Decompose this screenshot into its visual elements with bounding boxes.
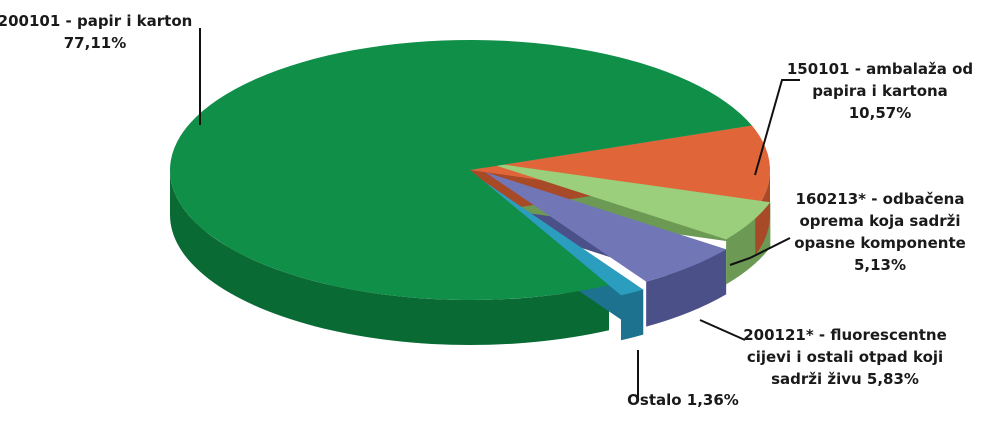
slice-label-4: Ostalo 1,36%	[627, 391, 739, 409]
pie-slice-2	[485, 162, 771, 240]
slice-label-line: 10,57%	[849, 104, 911, 122]
pie-side-0	[170, 170, 609, 346]
leader-line-3	[699, 319, 746, 341]
pie-side-1	[755, 170, 771, 256]
slice-label-line: 160213* - odbačena	[796, 190, 965, 208]
pie-slice-1	[470, 125, 771, 211]
slice-label-line: oprema koja sadrži	[799, 212, 960, 230]
pie-slice-3	[485, 172, 727, 282]
slice-label-line: 77,11%	[64, 34, 126, 52]
slice-label-line: papira i kartona	[812, 82, 948, 100]
leader-lines	[199, 28, 800, 400]
slice-label-3: 200121* - fluorescentne cijevi i ostali o…	[743, 326, 947, 388]
slice-label-0: 200101 - papir i karton 77,11%	[0, 12, 192, 52]
pie-slice-0	[170, 40, 752, 301]
leader-line-2	[729, 237, 791, 266]
slice-label-line: 5,13%	[854, 256, 906, 274]
leader-line-1	[754, 79, 800, 176]
slice-label-line: sadrži živu 5,83%	[771, 370, 919, 388]
slice-label-2: 160213* - odbačena oprema koja sadrži opas…	[794, 190, 966, 274]
slice-label-1: 150101 - ambalaža od papira i kartona 10,5…	[787, 60, 973, 122]
slice-label-line: 200101 - papir i karton	[0, 12, 192, 30]
slice-labels: 200101 - papir i karton 77,11% 150101 - am…	[0, 12, 973, 409]
pie-slice-4	[482, 180, 644, 296]
slice-label-line: opasne komponente	[794, 234, 966, 252]
slice-label-line: Ostalo 1,36%	[627, 391, 739, 409]
slice-label-line: 150101 - ambalaža od	[787, 60, 973, 78]
slice-label-line: 200121* - fluorescentne	[743, 326, 947, 344]
pie-tops	[170, 40, 771, 301]
slice-label-line: cijevi i ostali otpad koji	[747, 348, 943, 366]
